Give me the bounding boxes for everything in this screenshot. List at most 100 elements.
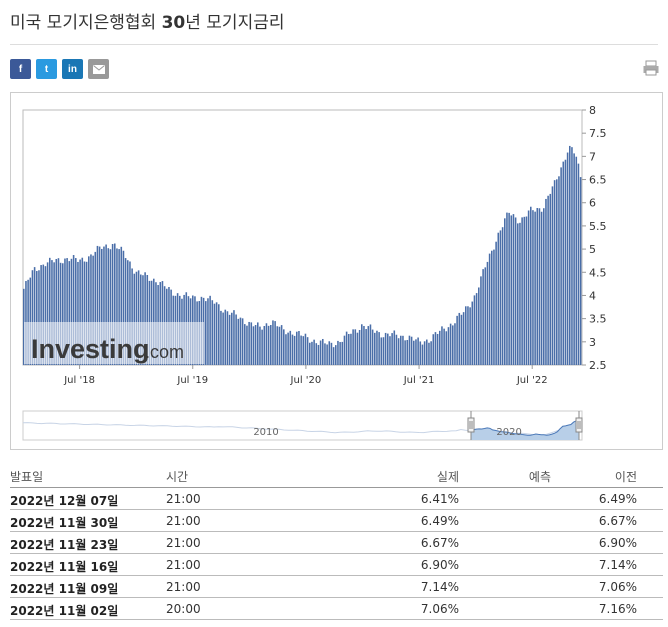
bar [72, 255, 75, 365]
header-date[interactable]: 발표일 [10, 470, 44, 484]
row-actual: 7.06% [420, 602, 459, 616]
header-forecast[interactable]: 예측 [528, 470, 551, 484]
bar [94, 251, 97, 365]
bar [413, 340, 415, 365]
bar [237, 318, 240, 365]
table-row: 2022년 11월 23일 21:00 6.67% 6.90% [10, 532, 663, 554]
row-prev: 6.49% [598, 492, 637, 506]
bar [68, 261, 71, 365]
bar [421, 344, 424, 365]
navigator-handle-left[interactable] [467, 417, 475, 433]
bar [215, 302, 218, 365]
bar [53, 262, 55, 365]
bar [495, 241, 497, 365]
mortgage-rate-chart[interactable]: Investing.com 8 7.5 7 6.5 6 5.5 5 4.5 4 3.5 3 2.5 Jul… [11, 93, 664, 451]
bar [276, 326, 279, 365]
table-header: 발표일 시간 실제 예측 이전 [10, 463, 663, 488]
x-tick-label: Jul '21 [403, 375, 435, 386]
bar [423, 341, 426, 365]
bar [458, 312, 461, 365]
x-tick-label: Jul '22 [516, 375, 548, 386]
bar [517, 223, 519, 365]
navigator-selection-line [470, 420, 580, 436]
bar [343, 335, 346, 365]
bar [499, 230, 502, 365]
mail-icon [92, 64, 105, 74]
bar [228, 314, 231, 365]
y-tick-label: 7.5 [589, 127, 607, 140]
bar [291, 334, 294, 365]
title-divider [10, 44, 658, 45]
bar [101, 248, 103, 365]
bar [274, 321, 276, 365]
bar [300, 335, 302, 365]
bar [493, 249, 495, 365]
bar [239, 317, 242, 365]
twitter-share-button[interactable]: t [36, 59, 57, 79]
bar [107, 248, 110, 365]
bar [88, 256, 90, 365]
bar [142, 275, 144, 365]
bar [579, 177, 582, 365]
bar [205, 301, 207, 365]
bar [369, 324, 372, 365]
bar [410, 336, 413, 365]
bar [564, 159, 567, 365]
bar [545, 198, 547, 365]
bar [534, 211, 536, 365]
header-time[interactable]: 시간 [166, 470, 189, 484]
x-tick-label: Jul '18 [63, 375, 95, 386]
bar [131, 268, 133, 365]
y-tick-label: 6 [589, 197, 596, 210]
bar [306, 337, 309, 365]
bar [137, 270, 140, 365]
bar [519, 222, 521, 365]
bar [231, 312, 233, 365]
bar [556, 179, 558, 365]
header-prev[interactable]: 이전 [614, 470, 637, 484]
x-tick-label: Jul '19 [176, 375, 208, 386]
bar [486, 261, 489, 365]
row-prev: 6.90% [598, 536, 637, 550]
bar [328, 341, 331, 365]
bar [103, 246, 105, 365]
bar [124, 258, 127, 365]
bar [512, 214, 515, 365]
bar [144, 272, 146, 365]
bar [508, 212, 510, 365]
bar [452, 325, 454, 365]
header-actual[interactable]: 실제 [436, 470, 459, 484]
watermark-text: Investing [31, 334, 150, 364]
bar [120, 246, 123, 365]
bar [280, 325, 283, 365]
bar [29, 277, 32, 365]
bar [118, 249, 120, 365]
bar [521, 217, 523, 365]
bar [235, 314, 237, 365]
bar [445, 331, 448, 365]
y-tick-label: 4 [589, 289, 596, 302]
bar [573, 153, 575, 365]
share-bar: f t in [10, 59, 109, 79]
bar [222, 312, 224, 365]
bar [220, 310, 222, 365]
bar [339, 342, 341, 365]
navigator-handle-right[interactable] [575, 417, 583, 433]
email-share-button[interactable] [88, 59, 109, 79]
row-time: 21:00 [166, 514, 201, 528]
table-row: 2022년 11월 09일 21:00 7.14% 7.06% [10, 576, 663, 598]
bar [213, 303, 216, 365]
print-icon[interactable] [642, 59, 660, 77]
bar [538, 208, 541, 365]
row-time: 21:00 [166, 580, 201, 594]
bar [341, 341, 344, 365]
linkedin-share-button[interactable]: in [62, 59, 83, 79]
facebook-share-button[interactable]: f [10, 59, 31, 79]
bar [265, 323, 268, 365]
bar [356, 332, 359, 365]
bar [272, 320, 274, 365]
y-tick-label: 8 [589, 104, 596, 117]
title-prefix: 미국 모기지은행협회 [10, 13, 162, 33]
row-actual: 7.14% [420, 580, 459, 594]
facebook-icon: f [18, 63, 23, 75]
